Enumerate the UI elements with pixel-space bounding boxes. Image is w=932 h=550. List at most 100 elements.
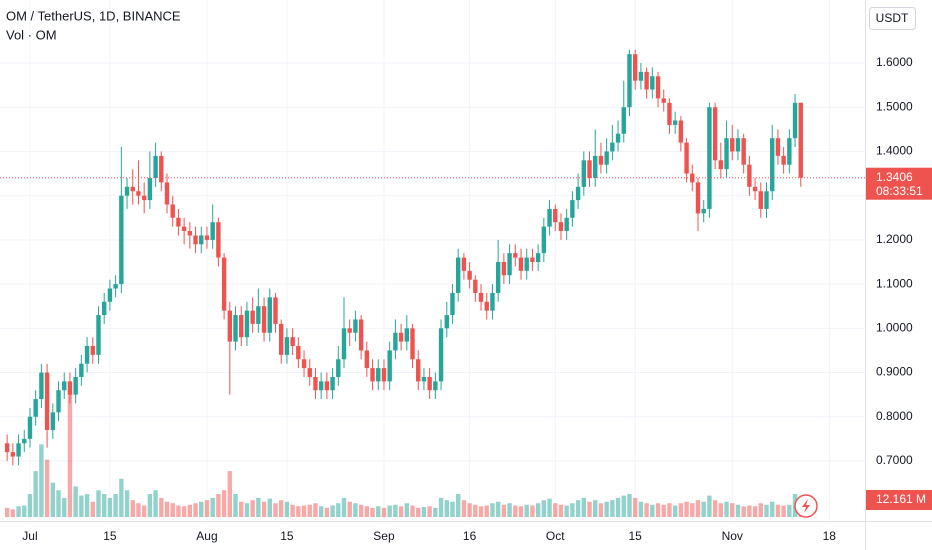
volume-bar	[764, 504, 769, 517]
volume-bar	[598, 503, 604, 517]
candle-body	[701, 208, 706, 214]
volume-bar	[176, 505, 181, 517]
volume-bar	[210, 497, 215, 517]
volume-bar	[278, 500, 284, 517]
x-tick-label: Nov	[722, 529, 743, 543]
candle-body	[444, 315, 449, 329]
candle-body	[347, 328, 352, 333]
candle-body	[398, 332, 404, 342]
volume-bar	[273, 503, 278, 517]
candle-body	[547, 208, 552, 227]
candle-body	[461, 257, 467, 271]
candle-body	[684, 142, 689, 174]
candle-body	[501, 261, 507, 276]
candle-body	[141, 195, 147, 201]
candle-body	[427, 376, 432, 391]
x-tick-label: 15	[103, 529, 117, 543]
y-tick-label: 1.5000	[876, 99, 913, 113]
volume-bar	[575, 500, 581, 517]
volume-bar	[159, 497, 164, 517]
candle-body	[558, 222, 564, 232]
x-tick-label: 16	[463, 529, 477, 543]
candle-body	[273, 297, 278, 324]
volume-bar	[758, 503, 764, 517]
candle-body	[752, 186, 758, 192]
volume-bar	[558, 504, 564, 517]
volume-bar	[261, 501, 267, 517]
candle-body	[393, 332, 398, 351]
candle-body	[301, 359, 307, 369]
volume-bar	[667, 503, 672, 517]
volume-bar	[553, 503, 558, 517]
y-tick-label: 0.7000	[876, 453, 913, 467]
volume-bar	[404, 503, 410, 517]
volume-bar	[313, 503, 318, 517]
candle-body	[758, 191, 764, 209]
candle-body	[518, 257, 524, 271]
candle-body	[307, 368, 312, 377]
candle-body	[553, 208, 558, 223]
volume-title: Vol · OM	[6, 27, 57, 42]
volume-bar	[56, 490, 61, 517]
candle-body	[484, 301, 489, 311]
volume-bar	[672, 505, 678, 517]
volume-bar	[438, 497, 444, 517]
currency-button[interactable]	[869, 7, 916, 30]
candle-body	[170, 204, 175, 218]
candle-body	[101, 301, 107, 316]
volume-bar	[39, 444, 44, 517]
grid	[0, 0, 865, 521]
candle-body	[233, 315, 238, 342]
volume-bar	[33, 471, 38, 517]
y-tick-label: 1.6000	[876, 55, 913, 69]
volume-bar	[581, 497, 587, 517]
volume-bar	[450, 501, 455, 517]
volume-bar	[507, 503, 512, 517]
volume-bar	[79, 495, 84, 517]
volume-bar	[136, 503, 141, 517]
volume-bar	[461, 500, 467, 517]
candle-body	[798, 102, 803, 178]
candle-body	[513, 253, 518, 258]
candle-body	[712, 107, 718, 161]
volume-bar	[604, 501, 609, 517]
candle-body	[438, 328, 444, 382]
volume-bar	[416, 507, 421, 517]
volume-bar	[593, 500, 598, 517]
candle-body	[136, 191, 141, 196]
volume-bar	[96, 490, 101, 517]
candle-body	[284, 337, 290, 355]
volume-bar	[216, 494, 221, 517]
volume-bar	[330, 505, 335, 517]
volume-bar	[364, 506, 370, 517]
currency-label[interactable]: USDT	[876, 11, 909, 25]
candle-body	[353, 319, 358, 333]
candle-body	[421, 376, 427, 382]
volume-bar	[433, 507, 438, 517]
candle-body	[62, 381, 67, 391]
candle-body	[695, 182, 701, 214]
candle-body	[181, 226, 187, 232]
volume-bar	[353, 503, 358, 517]
volume-bar	[787, 504, 792, 517]
volume-bar	[393, 504, 398, 517]
candle-body	[655, 76, 661, 99]
candle-body	[364, 350, 370, 369]
volume-bar	[427, 506, 432, 517]
volume-bar	[296, 506, 301, 517]
candle-body	[22, 438, 27, 444]
candle-body	[113, 284, 118, 289]
candle-body	[204, 235, 210, 240]
volume-bar	[570, 503, 575, 517]
candle-body	[10, 452, 16, 457]
volume-bar	[770, 501, 775, 517]
candle-body	[44, 372, 50, 431]
candle-body	[27, 416, 33, 439]
volume-bar	[718, 503, 724, 517]
candle-body	[530, 257, 535, 262]
volume-bar	[495, 501, 501, 517]
y-tick-label: 0.8000	[876, 409, 913, 423]
candle-body	[147, 177, 153, 201]
volume-bar	[307, 504, 312, 517]
candle-body	[130, 186, 135, 192]
